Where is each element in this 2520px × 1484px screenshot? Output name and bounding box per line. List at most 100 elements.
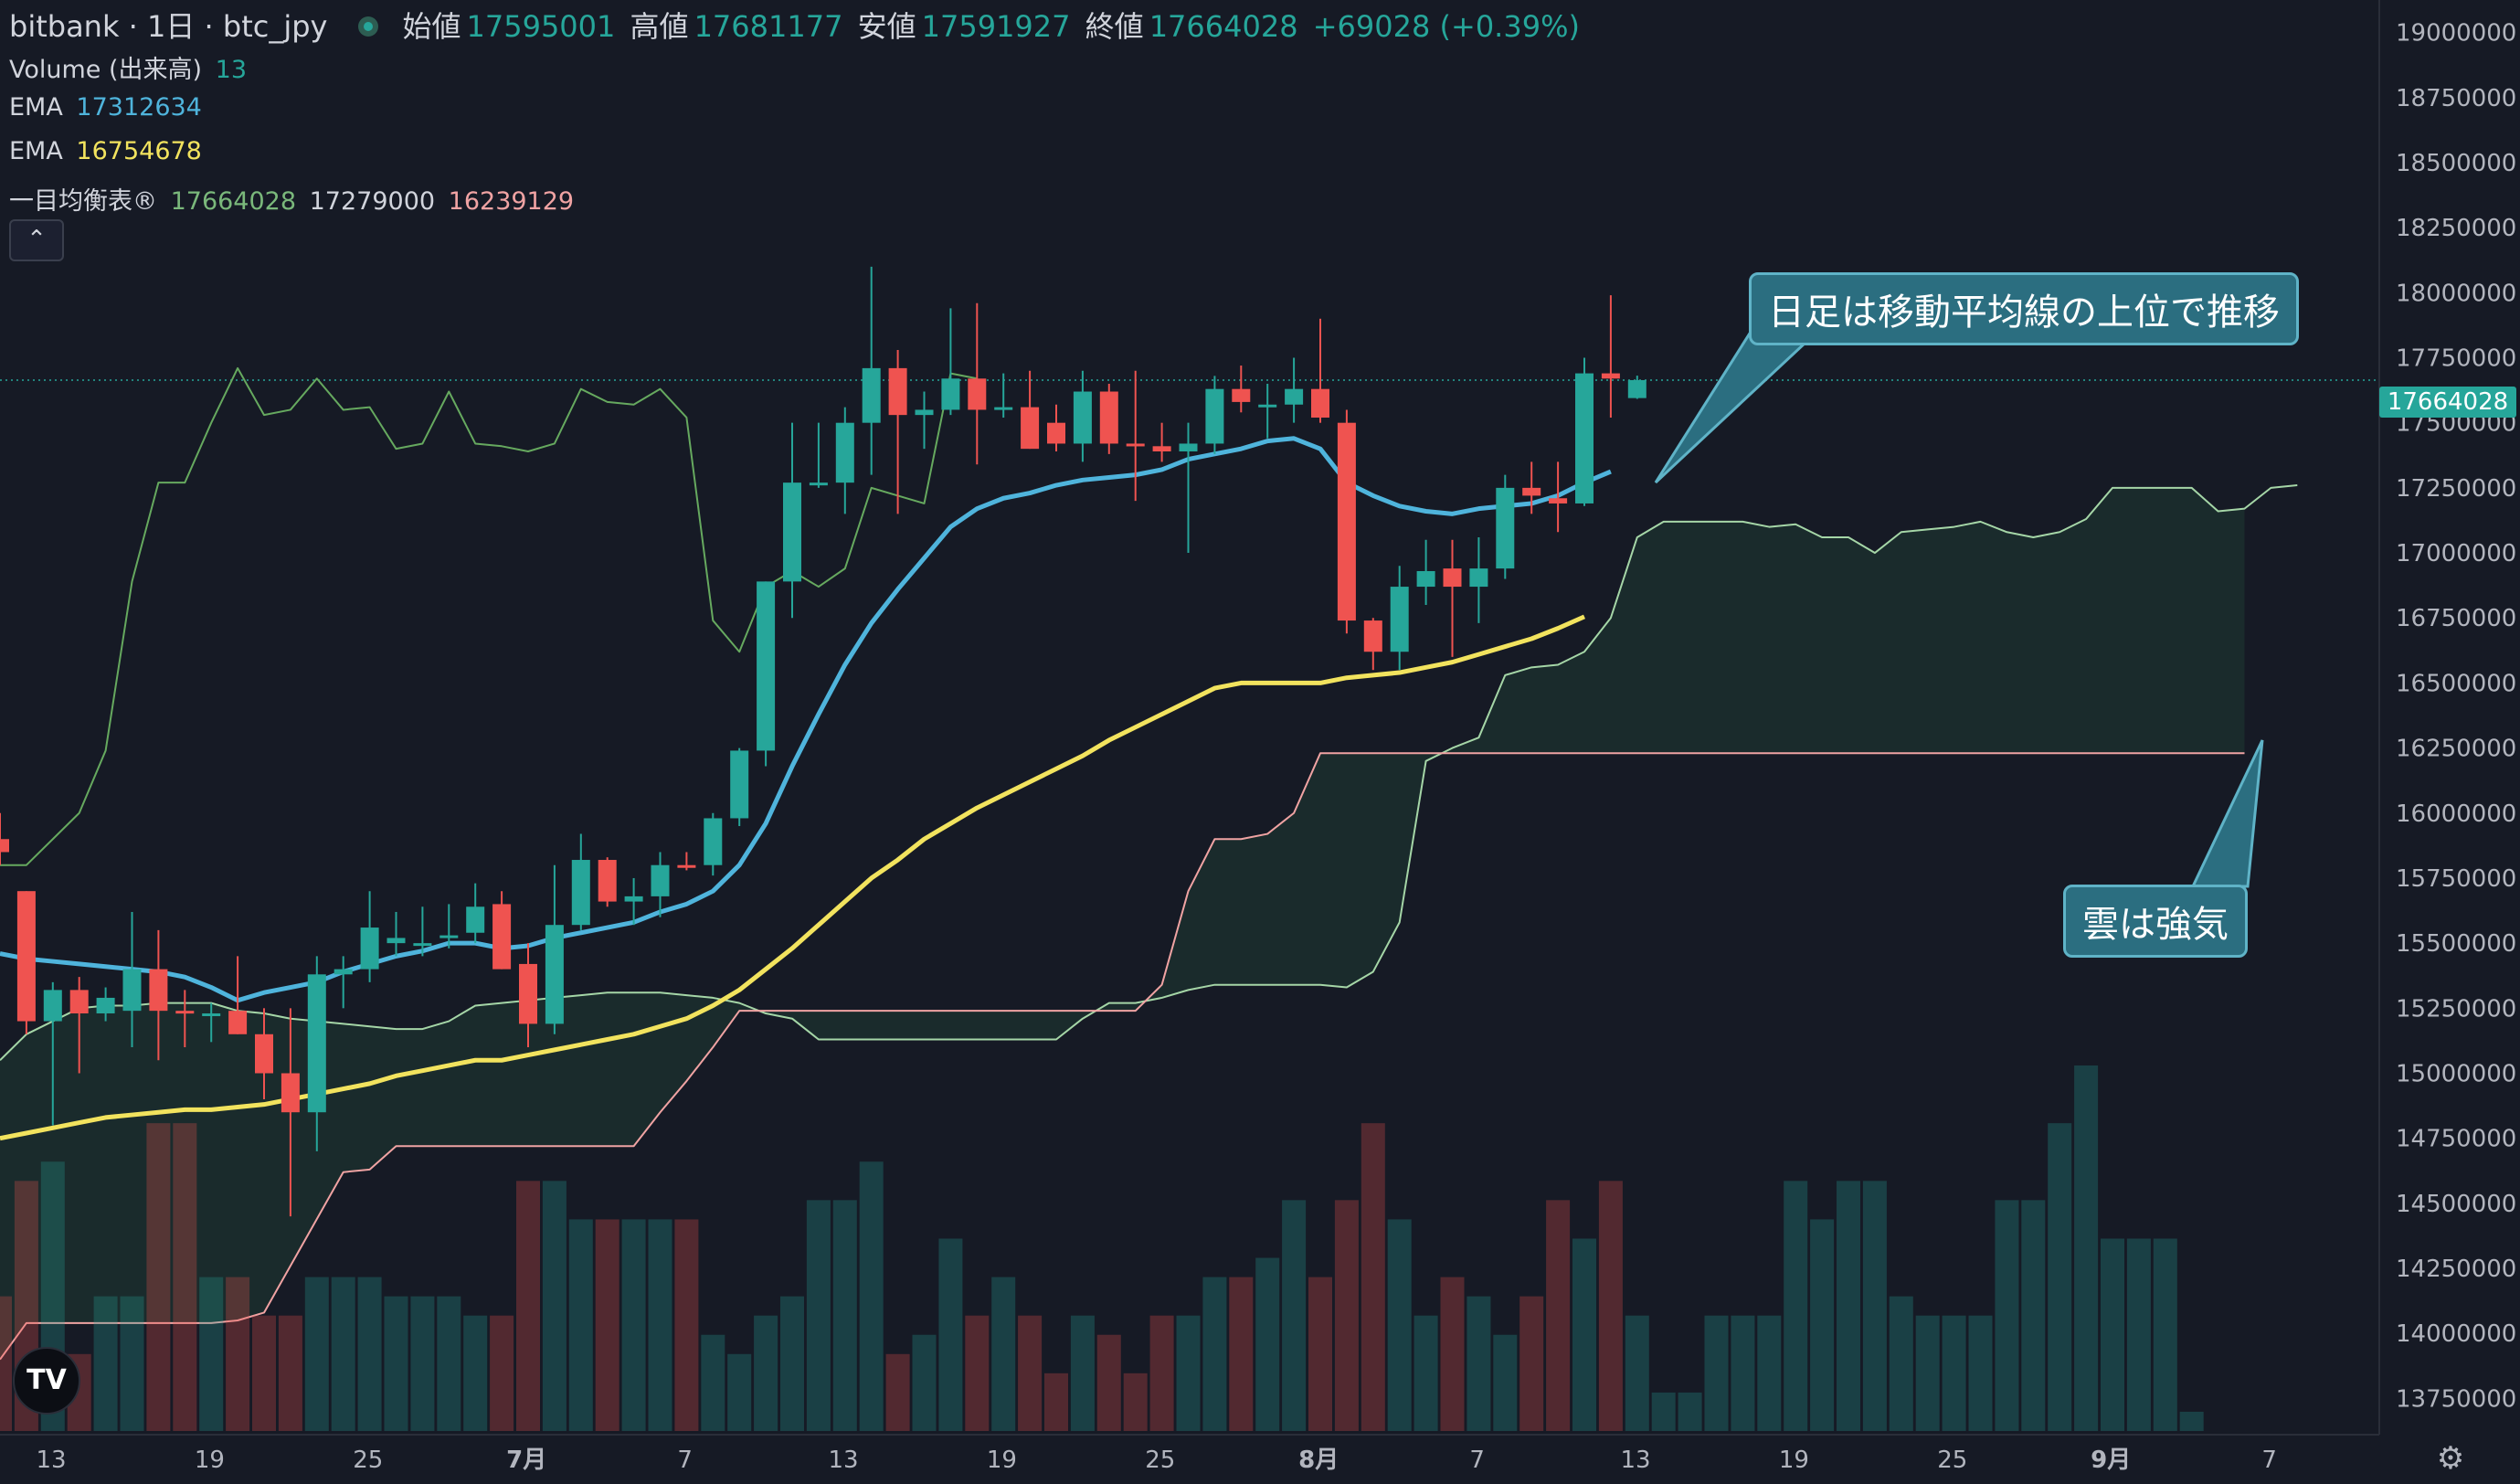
volume-bar [437, 1296, 461, 1431]
volume-bar [1255, 1257, 1280, 1431]
candle-body [1363, 620, 1382, 652]
volume-bar [2021, 1200, 2046, 1431]
volume-bar [304, 1277, 329, 1431]
candle-body [281, 1073, 300, 1113]
volume-bar [2074, 1065, 2099, 1431]
price-tick-label: 17000000 [2396, 540, 2516, 567]
ema-slow-value: 16754678 [76, 137, 202, 165]
chikou-span-line [0, 366, 978, 866]
candle-body [43, 990, 62, 1022]
price-tick-label: 14750000 [2396, 1126, 2516, 1153]
price-tick-label: 18500000 [2396, 150, 2516, 177]
settings-icon[interactable]: ⚙ [2436, 1440, 2465, 1477]
volume-bar [1361, 1123, 1385, 1431]
candle-body [1337, 422, 1356, 621]
volume-bar [1837, 1181, 1860, 1431]
candle-body [1443, 568, 1462, 588]
volume-bar [1308, 1277, 1332, 1431]
ema-slow-legend[interactable]: EMA 16754678 [9, 137, 207, 165]
volume-bar [2048, 1123, 2072, 1431]
volume-bar [1466, 1296, 1491, 1431]
candle-body [1126, 443, 1145, 447]
candle-body [1549, 498, 1568, 504]
low-value: 17591927 [921, 9, 1071, 44]
volume-bar [1704, 1315, 1729, 1431]
price-tick-label: 18750000 [2396, 85, 2516, 112]
candle-body [783, 482, 801, 582]
volume-bar [516, 1181, 540, 1431]
time-tick-label: 9月 [2091, 1447, 2131, 1474]
volume-bar [674, 1219, 699, 1431]
volume-bar [331, 1277, 355, 1431]
candle-body [1021, 407, 1040, 450]
volume-bar [1282, 1200, 1307, 1431]
candle-body [122, 969, 142, 1012]
volume-label: Volume (出来高) [9, 56, 203, 84]
candle-body [941, 378, 960, 410]
time-tick-label: 19 [1779, 1447, 1809, 1474]
candle-body [809, 482, 828, 486]
candle-body [1575, 373, 1594, 504]
candle-body [307, 974, 326, 1113]
market-status-icon [358, 16, 379, 37]
volume-bar [410, 1296, 435, 1431]
volume-bar [568, 1219, 593, 1431]
volume-bar [701, 1334, 725, 1431]
volume-bar [1995, 1200, 2019, 1431]
ichimoku-value-2: 17279000 [309, 187, 436, 216]
volume-bars [0, 1065, 2204, 1431]
time-tick-label: 7 [2261, 1447, 2277, 1474]
price-tick-label: 18250000 [2396, 215, 2516, 242]
low-label: 安値 [857, 9, 916, 44]
price-tick-label: 16250000 [2396, 736, 2516, 763]
symbol-title[interactable]: bitbank · 1日 · btc_jpy [9, 9, 328, 44]
price-tick-label: 15750000 [2396, 865, 2516, 893]
time-tick-label: 25 [1937, 1447, 1967, 1474]
candle-body [862, 367, 881, 423]
candle-body [677, 864, 696, 868]
candle-body [228, 1011, 248, 1034]
candle-body [704, 818, 723, 865]
candle-body [1469, 568, 1488, 588]
price-tick-label: 15000000 [2396, 1061, 2516, 1088]
time-tick-label: 19 [987, 1447, 1017, 1474]
open-value: 17595001 [466, 9, 616, 44]
candle-body [757, 581, 776, 751]
volume-bar [1334, 1200, 1359, 1431]
volume-bar [542, 1181, 566, 1431]
time-tick-label: 7 [677, 1447, 693, 1474]
volume-bar [806, 1200, 831, 1431]
candle-body [1522, 487, 1541, 496]
volume-bar [1123, 1373, 1148, 1431]
volume-bar [754, 1315, 778, 1431]
collapse-legend-button[interactable]: ⌃ [9, 219, 64, 261]
volume-bar [859, 1161, 884, 1431]
last-price-tag: 17664028 [2379, 387, 2516, 418]
volume-bar [0, 1296, 12, 1431]
volume-bar [1678, 1392, 1702, 1431]
candle-body [598, 860, 617, 902]
candle-body [69, 990, 89, 1014]
volume-bar [2126, 1238, 2151, 1431]
ema-fast-legend[interactable]: EMA 17312634 [9, 93, 207, 122]
candle-body [439, 935, 459, 938]
time-tick-label: 8月 [1298, 1447, 1339, 1474]
senkou-span-a-line [0, 484, 2298, 1061]
volume-bar [146, 1123, 171, 1431]
candle-body [413, 943, 432, 947]
price-tick-label: 14500000 [2396, 1191, 2516, 1218]
tradingview-logo-icon[interactable]: TV [13, 1347, 80, 1415]
ichimoku-legend[interactable]: 一目均衡表® 17664028 17279000 16239129 [9, 181, 579, 217]
volume-bar [1387, 1219, 1412, 1431]
ema-fast-label: EMA [9, 93, 63, 122]
volume-bar [1968, 1315, 1993, 1431]
candle-body [1073, 391, 1092, 444]
price-tick-label: 14000000 [2396, 1320, 2516, 1348]
candle-body [835, 422, 854, 483]
candle-body [1496, 487, 1515, 569]
candle-body [334, 969, 353, 975]
cloud-fill [0, 487, 2245, 1360]
volume-legend[interactable]: Volume (出来高) 13 [9, 49, 252, 85]
